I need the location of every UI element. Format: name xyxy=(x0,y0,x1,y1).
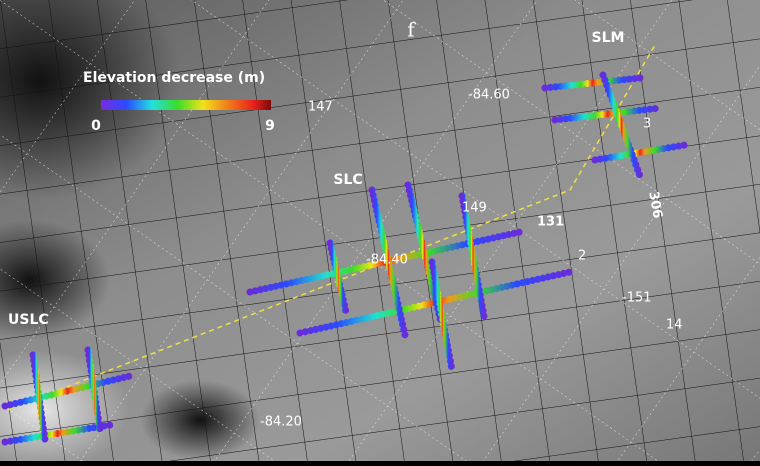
flow-line xyxy=(7,44,656,411)
track-label: 306 xyxy=(645,190,664,219)
site-label: USLC xyxy=(8,312,49,328)
track-label: -151 xyxy=(622,291,652,306)
coordinate-label: -84.60 xyxy=(468,88,510,103)
site-label: SLC xyxy=(333,172,362,188)
track xyxy=(1,421,114,446)
track xyxy=(428,258,456,374)
track xyxy=(84,346,104,434)
track xyxy=(368,186,409,339)
site-label: SLM xyxy=(592,30,625,46)
colorbar-title: Elevation decrease (m) xyxy=(83,70,265,86)
track-label: 2 xyxy=(578,249,586,264)
coordinate-label: -84.20 xyxy=(260,415,302,430)
colorbar-min: 0 xyxy=(91,118,101,134)
track xyxy=(29,351,49,444)
track-label: 147 xyxy=(308,100,333,115)
track xyxy=(458,192,488,320)
track xyxy=(591,141,689,164)
track xyxy=(599,71,644,180)
track xyxy=(326,239,350,316)
track-label: 14 xyxy=(666,318,683,333)
tracks xyxy=(1,71,689,446)
panel-label: f xyxy=(407,18,416,42)
colorbar xyxy=(101,100,271,110)
track xyxy=(1,372,134,410)
coordinate-label: -84.40 xyxy=(366,253,408,268)
track xyxy=(541,74,644,92)
track xyxy=(551,104,664,124)
track-label: 131 xyxy=(537,215,564,230)
track-label: 149 xyxy=(462,201,487,216)
colorbar-max: 9 xyxy=(265,118,275,134)
track-label: 3 xyxy=(643,117,651,132)
